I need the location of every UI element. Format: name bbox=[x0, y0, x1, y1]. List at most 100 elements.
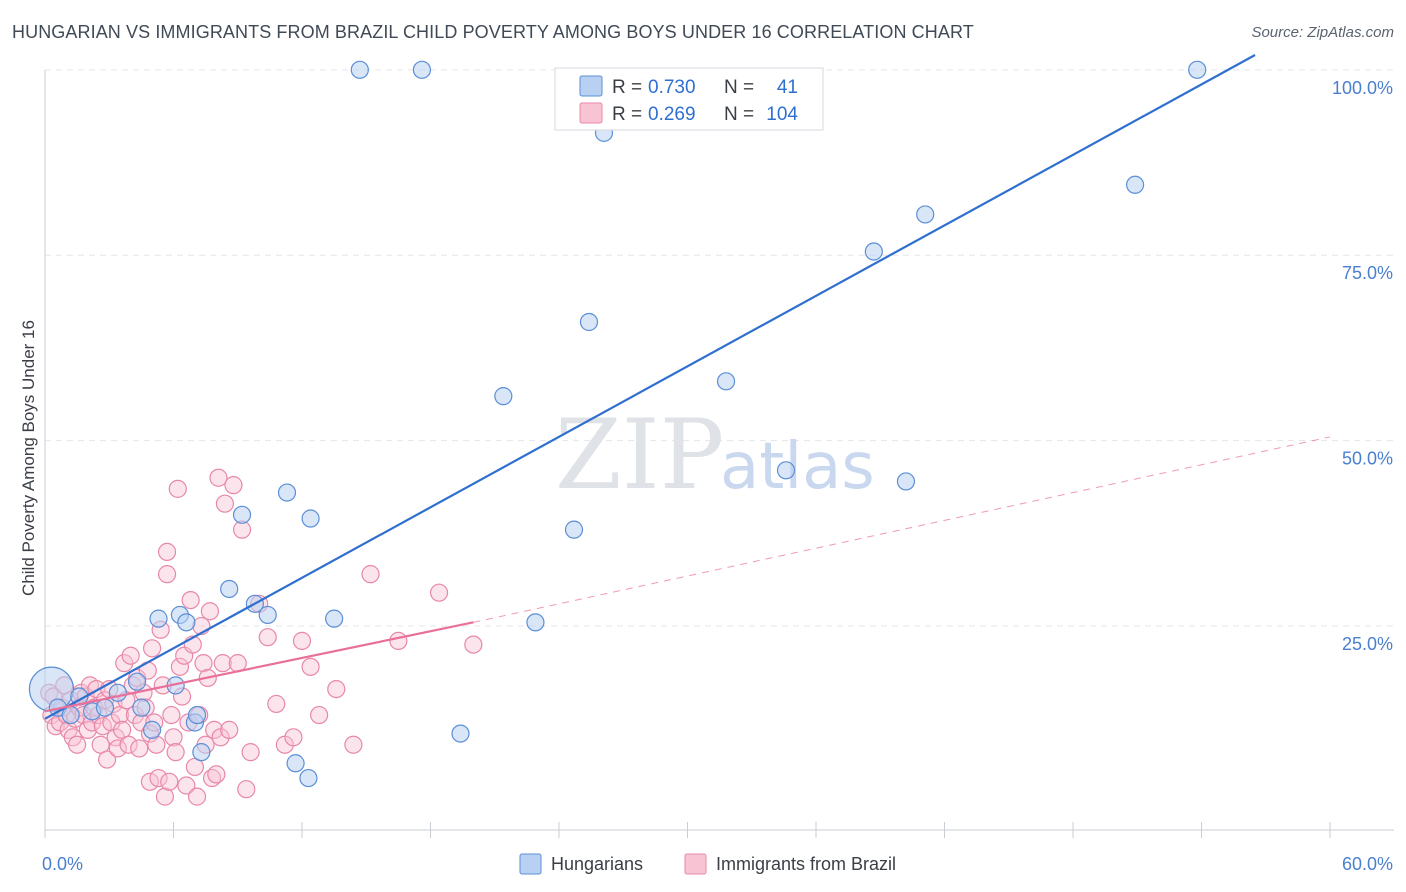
stats-legend: R = 0.730 N = 41 R = 0.269 N = 104 bbox=[554, 67, 824, 131]
hungarian-point-15 bbox=[187, 705, 207, 725]
brazil-point-70 bbox=[187, 787, 207, 806]
hungarian-point-30 bbox=[526, 613, 545, 632]
hungarian-point-28 bbox=[451, 724, 470, 743]
brazil-point-96 bbox=[301, 657, 320, 676]
brazil-point-73 bbox=[194, 654, 213, 673]
hungarian-point-10 bbox=[149, 609, 168, 628]
brazil-trend-line bbox=[44, 621, 474, 713]
legend-n-label-hungarians: N = bbox=[724, 77, 754, 98]
hungarian-point-23 bbox=[299, 768, 318, 788]
hungarian-point-38 bbox=[916, 205, 935, 224]
y-tick-label-2: 75.0% bbox=[1342, 263, 1393, 283]
hungarian-point-7 bbox=[127, 672, 147, 691]
brazil-point-12 bbox=[68, 735, 87, 754]
brazil-point-48 bbox=[142, 639, 162, 658]
brazil-point-92 bbox=[267, 694, 286, 714]
brazil-point-99 bbox=[344, 735, 363, 754]
hungarian-point-13 bbox=[177, 613, 196, 632]
brazil-point-89 bbox=[241, 743, 260, 762]
brazil-point-56 bbox=[157, 542, 177, 561]
hungarian-point-25 bbox=[325, 609, 344, 628]
hungarian-point-8 bbox=[132, 698, 151, 717]
y-tick-label-1: 50.0% bbox=[1342, 449, 1393, 469]
legend-r-value-hungarians: 0.730 bbox=[648, 77, 696, 98]
hungarian-point-32 bbox=[579, 312, 599, 332]
y-axis-tick-labels: 25.0% 50.0% 75.0% 100.0% bbox=[1332, 78, 1393, 654]
brazil-point-34 bbox=[115, 654, 134, 673]
y-tick-label-0: 25.0% bbox=[1342, 634, 1393, 654]
brazil-point-26 bbox=[98, 750, 117, 769]
grid-lines bbox=[45, 69, 1394, 627]
brazil-point-78 bbox=[205, 720, 224, 739]
brazil-point-41 bbox=[130, 739, 149, 758]
legend-n-label-brazil: N = bbox=[724, 104, 754, 125]
series-label-hungarians: Hungarians bbox=[551, 854, 643, 874]
hungarian-point-29 bbox=[494, 387, 513, 406]
hungarian-trend-line bbox=[44, 54, 1256, 720]
brazil-point-59 bbox=[164, 728, 183, 747]
hungarian-point-24 bbox=[301, 509, 320, 528]
brazil-points bbox=[40, 468, 483, 806]
hungarian-point-36 bbox=[864, 242, 883, 261]
legend-swatch-brazil bbox=[579, 102, 603, 124]
brazil-point-94 bbox=[284, 728, 303, 747]
hungarian-point-18 bbox=[232, 505, 252, 524]
legend-r-label-hungarians: R = bbox=[612, 77, 642, 98]
hungarian-point-21 bbox=[277, 483, 297, 502]
series-swatch-brazil bbox=[684, 853, 707, 875]
brazil-point-55 bbox=[157, 565, 177, 584]
trend-lines bbox=[44, 54, 1331, 720]
hungarian-point-34 bbox=[716, 372, 736, 391]
brazil-point-100 bbox=[361, 565, 380, 584]
x-tick-label-min: 0.0% bbox=[42, 854, 83, 874]
brazil-point-103 bbox=[464, 635, 483, 654]
brazil-point-79 bbox=[207, 765, 226, 784]
brazil-point-84 bbox=[220, 720, 239, 739]
watermark-zip: ZIP bbox=[555, 399, 724, 511]
watermark-atlas: atlas bbox=[720, 430, 875, 504]
legend-r-label-brazil: R = bbox=[612, 104, 642, 125]
brazil-point-95 bbox=[292, 631, 312, 650]
brazil-point-51 bbox=[149, 768, 168, 788]
legend-n-value-hungarians: 41 bbox=[777, 77, 798, 98]
brazil-point-36 bbox=[119, 735, 138, 754]
hungarian-point-26 bbox=[350, 60, 369, 79]
legend-n-value-brazil: 104 bbox=[766, 104, 798, 125]
y-axis-label: Child Poverty Among Boys Under 16 bbox=[19, 320, 38, 596]
legend-swatch-hungarians bbox=[579, 75, 603, 97]
hungarian-point-35 bbox=[776, 461, 796, 480]
hungarian-point-17 bbox=[220, 579, 239, 599]
brazil-point-54 bbox=[155, 787, 175, 806]
hungarian-point-16 bbox=[192, 743, 211, 762]
hungarian-point-5 bbox=[95, 698, 115, 717]
x-axis-ticks: 0.0% 60.0% bbox=[42, 822, 1393, 874]
brazil-point-82 bbox=[213, 654, 232, 673]
brazil-point-37 bbox=[121, 646, 140, 665]
source-credit: Source: ZipAtlas.com bbox=[1251, 24, 1394, 41]
brazil-point-58 bbox=[162, 705, 181, 725]
brazil-point-88 bbox=[237, 780, 256, 799]
brazil-point-83 bbox=[215, 494, 234, 513]
brazil-point-101 bbox=[389, 631, 408, 650]
hungarian-point-37 bbox=[896, 472, 916, 491]
hungarian-point-6 bbox=[108, 683, 127, 702]
brazil-point-91 bbox=[258, 628, 277, 647]
hungarian-point-31 bbox=[564, 520, 584, 539]
series-label-brazil: Immigrants from Brazil bbox=[716, 854, 896, 874]
hungarian-points bbox=[28, 60, 1207, 788]
brazil-point-76 bbox=[200, 602, 220, 621]
brazil-point-62 bbox=[170, 657, 190, 676]
chart-title: HUNGARIAN VS IMMIGRANTS FROM BRAZIL CHIL… bbox=[12, 22, 974, 42]
hungarian-point-9 bbox=[142, 720, 162, 739]
brazil-point-60 bbox=[166, 743, 185, 762]
brazil-point-98 bbox=[327, 679, 346, 699]
hungarian-point-27 bbox=[412, 60, 432, 79]
x-tick-label-max: 60.0% bbox=[1342, 854, 1393, 874]
brazil-trend-extension bbox=[473, 436, 1331, 623]
watermark: ZIP atlas bbox=[555, 399, 875, 511]
brazil-point-31 bbox=[108, 739, 127, 758]
hungarian-point-22 bbox=[286, 754, 305, 773]
brazil-point-57 bbox=[160, 772, 179, 791]
brazil-point-65 bbox=[177, 776, 196, 795]
